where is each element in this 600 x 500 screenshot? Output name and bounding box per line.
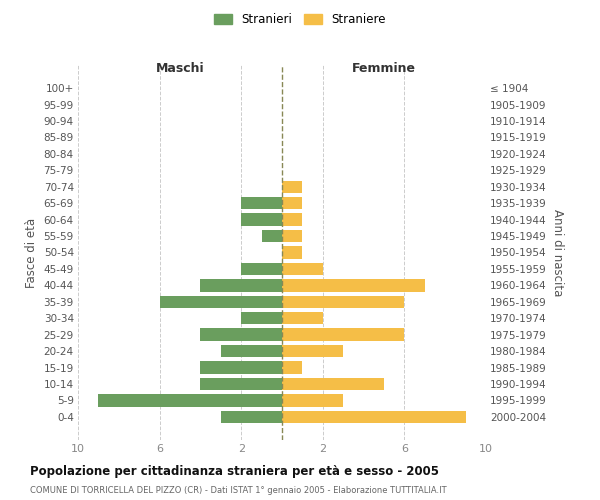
Bar <box>200 378 282 390</box>
Bar <box>282 345 343 357</box>
Bar <box>282 214 302 226</box>
Legend: Stranieri, Straniere: Stranieri, Straniere <box>209 8 391 31</box>
Bar <box>282 296 404 308</box>
Bar <box>200 328 282 341</box>
Bar <box>200 279 282 291</box>
Bar <box>282 197 302 209</box>
Text: Maschi: Maschi <box>155 62 205 75</box>
Bar <box>200 362 282 374</box>
Bar <box>241 197 282 209</box>
Bar <box>282 180 302 193</box>
Bar <box>282 312 323 324</box>
Bar <box>282 279 425 291</box>
Bar <box>282 246 302 258</box>
Bar <box>282 394 343 406</box>
Text: Femmine: Femmine <box>352 62 416 75</box>
Text: Popolazione per cittadinanza straniera per età e sesso - 2005: Popolazione per cittadinanza straniera p… <box>30 464 439 477</box>
Bar <box>282 378 384 390</box>
Bar <box>282 263 323 275</box>
Bar <box>98 394 282 406</box>
Bar <box>160 296 282 308</box>
Bar <box>221 345 282 357</box>
Bar <box>282 410 466 423</box>
Bar <box>241 214 282 226</box>
Bar <box>262 230 282 242</box>
Bar <box>221 410 282 423</box>
Text: COMUNE DI TORRICELLA DEL PIZZO (CR) - Dati ISTAT 1° gennaio 2005 - Elaborazione : COMUNE DI TORRICELLA DEL PIZZO (CR) - Da… <box>30 486 446 495</box>
Bar <box>282 328 404 341</box>
Bar <box>241 312 282 324</box>
Y-axis label: Anni di nascita: Anni di nascita <box>551 209 563 296</box>
Bar <box>282 230 302 242</box>
Bar <box>282 362 302 374</box>
Bar <box>241 263 282 275</box>
Y-axis label: Fasce di età: Fasce di età <box>25 218 38 288</box>
